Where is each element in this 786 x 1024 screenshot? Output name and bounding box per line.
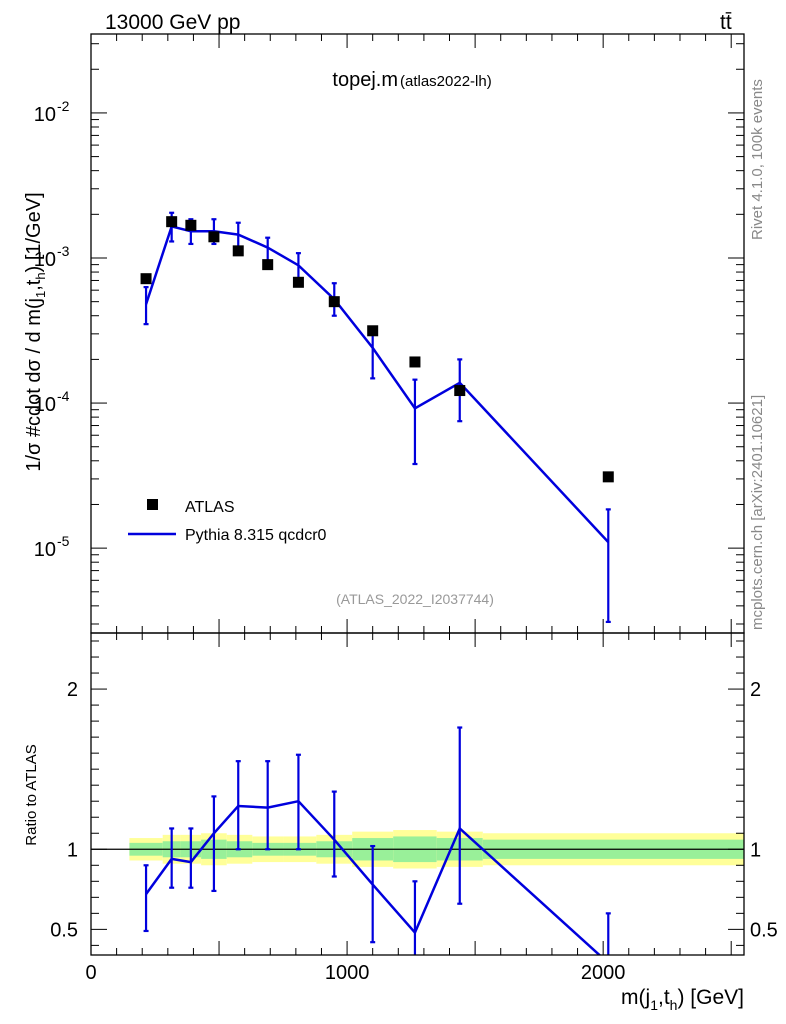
ratio-panel: Ratio to ATLAS m(j1,th) [GeV] 0 1000 2000 0…: [23, 632, 778, 1013]
main-y-tick-label: 10: [34, 104, 56, 126]
ratio-y-tick-label-left: 1: [67, 839, 78, 861]
ratio-frame: [90, 632, 745, 956]
main-title: topej.m: [332, 69, 398, 91]
legend-atlas-marker: [147, 499, 158, 510]
ratio-y-tick-label-left: 2: [67, 679, 78, 701]
atlas-data-point: [409, 356, 421, 368]
legend-pythia-label: Pythia 8.315 qcdcr0: [185, 527, 327, 544]
ratio-y-tick-label-right: 1: [750, 839, 761, 861]
x-tick-label: 2000: [581, 962, 626, 984]
main-y-tick-label: 10: [34, 394, 56, 416]
ratio-y-tick-label-right: 0.5: [750, 919, 778, 941]
axes-ticks: [90, 34, 744, 955]
atlas-data-point: [367, 325, 379, 337]
ratio-line: [145, 799, 602, 955]
atlas-data-point: [292, 276, 304, 288]
atlas-data-point: [166, 216, 178, 228]
ratio-y-tick-label-right: 2: [750, 679, 761, 701]
x-tick-label: 1000: [325, 962, 370, 984]
mc-line: [144, 224, 610, 543]
main-subtitle: (atlas2022-lh): [400, 73, 492, 90]
atlas-series: [140, 216, 614, 483]
atlas-data-point: [140, 273, 152, 285]
mcplots-label: mcplots.cern.ch [arXiv:2401.10621]: [749, 395, 766, 630]
analysis-id: (ATLAS_2022_I2037744): [336, 591, 494, 607]
main-y-axis-label: 1/σ #cdot dσ / d m(j1,th) [1/GeV]: [23, 192, 48, 471]
main-y-tick-exponent: -4: [57, 388, 70, 404]
legend-atlas-label: ATLAS: [185, 499, 235, 516]
main-panel: topej.m (atlas2022-lh) (ATLAS_2022_I2037…: [23, 33, 745, 634]
atlas-data-point: [262, 259, 274, 271]
legend: ATLAS Pythia 8.315 qcdcr0: [128, 499, 327, 544]
main-y-tick-exponent: -3: [57, 243, 70, 259]
mc-series: [143, 211, 611, 624]
main-y-tick-label: 10: [34, 539, 56, 561]
x-tick-label: 0: [85, 962, 96, 984]
energy-label: 13000 GeV pp: [105, 11, 240, 34]
ratio-y-tick-label-left: 0.5: [50, 919, 78, 941]
main-y-tick-label: 10: [34, 249, 56, 271]
process-label: tt̄: [720, 11, 732, 34]
rivet-label: Rivet 4.1.0, 100k events: [749, 79, 766, 240]
atlas-data-point: [328, 296, 340, 308]
x-axis-label: m(j1,th) [GeV]: [621, 986, 744, 1013]
atlas-data-point: [232, 245, 244, 257]
atlas-data-point: [208, 231, 220, 243]
main-y-tick-exponent: -2: [57, 98, 70, 114]
atlas-data-point: [454, 385, 466, 397]
atlas-data-point: [602, 471, 614, 483]
atlas-data-point: [185, 219, 197, 231]
main-y-tick-exponent: -5: [57, 533, 70, 549]
ratio-series: [143, 726, 611, 955]
ratio-y-axis-label: Ratio to ATLAS: [23, 744, 40, 845]
